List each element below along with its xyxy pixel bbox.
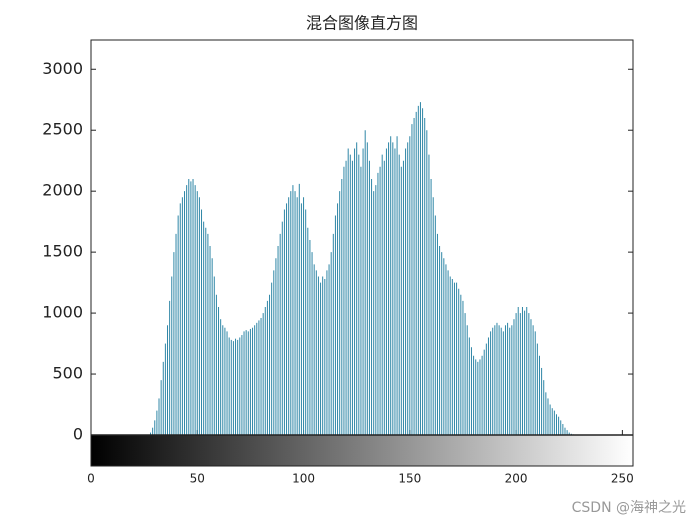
plot-box — [90, 39, 634, 436]
y-tick-label: 3000 — [42, 59, 83, 78]
x-tick-label: 150 — [398, 472, 421, 486]
y-tick-label: 500 — [52, 364, 83, 383]
chart-title: 混合图像直方图 — [306, 14, 418, 33]
y-tick-label: 0 — [73, 425, 83, 444]
y-tick-label: 1500 — [42, 242, 83, 261]
x-tick-label: 250 — [611, 472, 634, 486]
x-tick-label: 50 — [190, 472, 205, 486]
y-tick-label: 1000 — [42, 303, 83, 322]
y-tick-label: 2500 — [42, 120, 83, 139]
watermark: CSDN @海神之光 — [572, 500, 686, 516]
y-tick-label: 2000 — [42, 181, 83, 200]
colorbar — [90, 434, 634, 467]
x-tick-label: 0 — [87, 472, 95, 486]
x-tick-label: 200 — [505, 472, 528, 486]
x-tick-label: 100 — [292, 472, 315, 486]
